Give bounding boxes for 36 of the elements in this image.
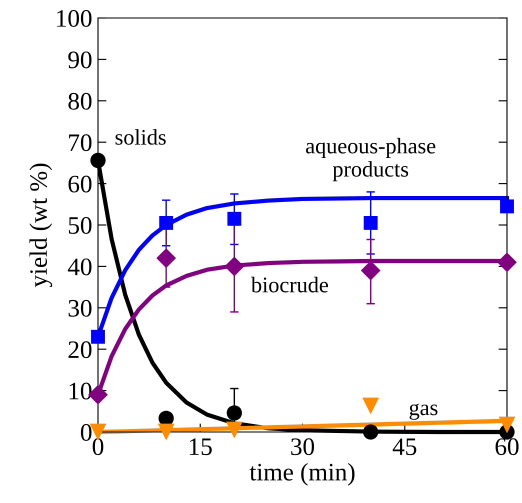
point	[159, 216, 174, 230]
x-tick-label: 45	[392, 438, 416, 456]
point	[500, 199, 514, 214]
point	[362, 398, 379, 414]
y-tick-label: 70	[69, 134, 92, 152]
point	[90, 152, 106, 168]
y-tick-label: 60	[68, 176, 92, 193]
y-tick-label: 40	[68, 258, 92, 276]
point	[91, 330, 105, 344]
y-tick-label: 30	[68, 300, 92, 317]
series-label: gas	[410, 404, 438, 420]
y-tick-label: 0	[80, 424, 92, 441]
x-tick-label: 30	[291, 438, 314, 456]
point	[226, 422, 243, 438]
y-tick-label: 90	[68, 51, 92, 68]
point	[156, 248, 176, 268]
y-tick-label: 80	[68, 92, 92, 110]
point	[364, 216, 378, 230]
series-label: solids	[116, 129, 166, 145]
y-axis-title: yield (wt %)	[29, 164, 52, 288]
series-label: biocrude	[251, 276, 328, 292]
x-axis-title: time (min)	[250, 463, 355, 486]
point	[227, 212, 242, 226]
point	[226, 405, 242, 421]
y-tick-label: 20	[68, 341, 92, 358]
point	[363, 424, 378, 440]
point	[224, 256, 244, 276]
y-tick-label: 100	[57, 10, 92, 27]
x-tick-label: 0	[92, 438, 104, 456]
y-tick-label: 50	[68, 217, 92, 234]
x-tick-label: 60	[496, 438, 519, 456]
point	[497, 252, 517, 272]
x-tick-label: 15	[190, 438, 212, 456]
point	[498, 416, 516, 434]
text: aqueous-phase products	[306, 138, 436, 182]
point	[158, 424, 174, 440]
